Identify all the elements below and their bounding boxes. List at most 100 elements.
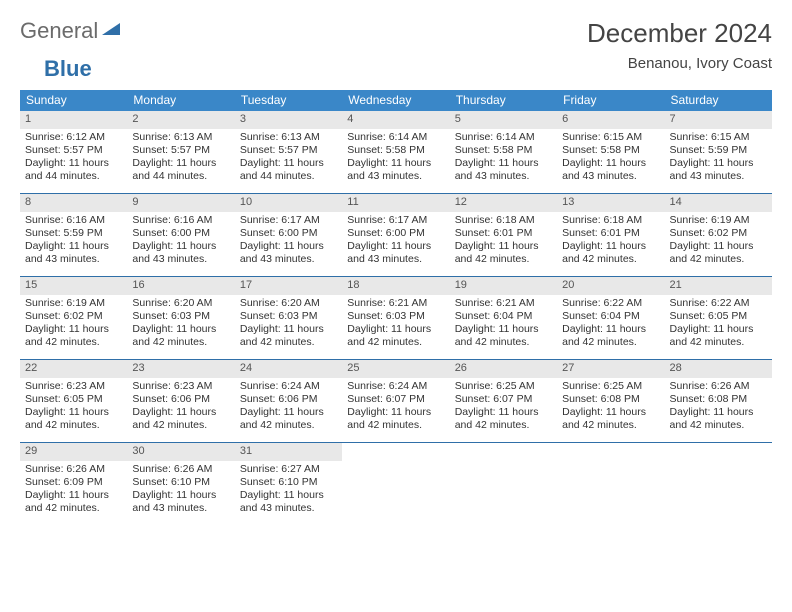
day-cell: 6Sunrise: 6:15 AMSunset: 5:58 PMDaylight…	[557, 111, 664, 193]
sunset-text: Sunset: 6:08 PM	[670, 393, 767, 406]
daylight-text-1: Daylight: 11 hours	[455, 406, 552, 419]
sunrise-text: Sunrise: 6:21 AM	[347, 297, 444, 310]
day-cell: 20Sunrise: 6:22 AMSunset: 6:04 PMDayligh…	[557, 277, 664, 359]
day-body: Sunrise: 6:22 AMSunset: 6:04 PMDaylight:…	[557, 295, 664, 354]
sunset-text: Sunset: 6:02 PM	[25, 310, 122, 323]
day-body: Sunrise: 6:18 AMSunset: 6:01 PMDaylight:…	[450, 212, 557, 271]
day-body: Sunrise: 6:19 AMSunset: 6:02 PMDaylight:…	[20, 295, 127, 354]
daylight-text-1: Daylight: 11 hours	[240, 323, 337, 336]
sunrise-text: Sunrise: 6:23 AM	[132, 380, 229, 393]
daylight-text-1: Daylight: 11 hours	[670, 157, 767, 170]
sunrise-text: Sunrise: 6:21 AM	[455, 297, 552, 310]
sunrise-text: Sunrise: 6:22 AM	[670, 297, 767, 310]
empty-cell	[557, 443, 664, 525]
day-cell: 22Sunrise: 6:23 AMSunset: 6:05 PMDayligh…	[20, 360, 127, 442]
daylight-text-1: Daylight: 11 hours	[562, 157, 659, 170]
day-cell: 7Sunrise: 6:15 AMSunset: 5:59 PMDaylight…	[665, 111, 772, 193]
day-number: 22	[20, 360, 127, 378]
location: Benanou, Ivory Coast	[587, 55, 772, 72]
daylight-text-1: Daylight: 11 hours	[132, 489, 229, 502]
day-body: Sunrise: 6:19 AMSunset: 6:02 PMDaylight:…	[665, 212, 772, 271]
weekday-header: Monday	[127, 90, 234, 111]
day-body: Sunrise: 6:17 AMSunset: 6:00 PMDaylight:…	[342, 212, 449, 271]
daylight-text-2: and 44 minutes.	[25, 170, 122, 183]
daylight-text-2: and 44 minutes.	[132, 170, 229, 183]
daylight-text-2: and 43 minutes.	[670, 170, 767, 183]
daylight-text-1: Daylight: 11 hours	[562, 240, 659, 253]
day-number: 3	[235, 111, 342, 129]
daylight-text-1: Daylight: 11 hours	[240, 157, 337, 170]
daylight-text-2: and 43 minutes.	[455, 170, 552, 183]
weekday-header: Wednesday	[342, 90, 449, 111]
sunset-text: Sunset: 5:58 PM	[455, 144, 552, 157]
sunset-text: Sunset: 5:58 PM	[347, 144, 444, 157]
sunset-text: Sunset: 5:59 PM	[25, 227, 122, 240]
day-number: 30	[127, 443, 234, 461]
day-body: Sunrise: 6:24 AMSunset: 6:06 PMDaylight:…	[235, 378, 342, 437]
day-number: 12	[450, 194, 557, 212]
daylight-text-1: Daylight: 11 hours	[347, 323, 444, 336]
daylight-text-2: and 43 minutes.	[240, 253, 337, 266]
sunset-text: Sunset: 5:59 PM	[670, 144, 767, 157]
sunrise-text: Sunrise: 6:20 AM	[240, 297, 337, 310]
day-cell: 15Sunrise: 6:19 AMSunset: 6:02 PMDayligh…	[20, 277, 127, 359]
day-cell: 5Sunrise: 6:14 AMSunset: 5:58 PMDaylight…	[450, 111, 557, 193]
sunrise-text: Sunrise: 6:19 AM	[670, 214, 767, 227]
week-row: 29Sunrise: 6:26 AMSunset: 6:09 PMDayligh…	[20, 443, 772, 525]
sunset-text: Sunset: 6:01 PM	[562, 227, 659, 240]
sunrise-text: Sunrise: 6:15 AM	[670, 131, 767, 144]
day-body: Sunrise: 6:23 AMSunset: 6:05 PMDaylight:…	[20, 378, 127, 437]
daylight-text-1: Daylight: 11 hours	[132, 240, 229, 253]
daylight-text-2: and 43 minutes.	[240, 502, 337, 515]
day-body: Sunrise: 6:18 AMSunset: 6:01 PMDaylight:…	[557, 212, 664, 271]
sunrise-text: Sunrise: 6:24 AM	[240, 380, 337, 393]
weekday-header: Tuesday	[235, 90, 342, 111]
daylight-text-1: Daylight: 11 hours	[240, 406, 337, 419]
day-body: Sunrise: 6:21 AMSunset: 6:03 PMDaylight:…	[342, 295, 449, 354]
day-body: Sunrise: 6:21 AMSunset: 6:04 PMDaylight:…	[450, 295, 557, 354]
day-cell: 1Sunrise: 6:12 AMSunset: 5:57 PMDaylight…	[20, 111, 127, 193]
sunset-text: Sunset: 5:58 PM	[562, 144, 659, 157]
daylight-text-2: and 44 minutes.	[240, 170, 337, 183]
sunset-text: Sunset: 6:00 PM	[132, 227, 229, 240]
sunrise-text: Sunrise: 6:22 AM	[562, 297, 659, 310]
day-body: Sunrise: 6:22 AMSunset: 6:05 PMDaylight:…	[665, 295, 772, 354]
daylight-text-1: Daylight: 11 hours	[562, 323, 659, 336]
day-number: 24	[235, 360, 342, 378]
logo-text-blue: Blue	[44, 56, 92, 82]
daylight-text-2: and 42 minutes.	[562, 336, 659, 349]
sunrise-text: Sunrise: 6:12 AM	[25, 131, 122, 144]
day-number: 23	[127, 360, 234, 378]
sunrise-text: Sunrise: 6:13 AM	[240, 131, 337, 144]
sunrise-text: Sunrise: 6:25 AM	[562, 380, 659, 393]
day-body: Sunrise: 6:23 AMSunset: 6:06 PMDaylight:…	[127, 378, 234, 437]
daylight-text-2: and 42 minutes.	[25, 336, 122, 349]
weekday-header: Friday	[557, 90, 664, 111]
day-cell: 17Sunrise: 6:20 AMSunset: 6:03 PMDayligh…	[235, 277, 342, 359]
logo: General	[20, 18, 122, 44]
day-number: 8	[20, 194, 127, 212]
day-cell: 16Sunrise: 6:20 AMSunset: 6:03 PMDayligh…	[127, 277, 234, 359]
sunset-text: Sunset: 6:03 PM	[132, 310, 229, 323]
week-row: 8Sunrise: 6:16 AMSunset: 5:59 PMDaylight…	[20, 194, 772, 277]
daylight-text-1: Daylight: 11 hours	[132, 406, 229, 419]
day-number: 26	[450, 360, 557, 378]
daylight-text-2: and 42 minutes.	[455, 253, 552, 266]
day-cell: 12Sunrise: 6:18 AMSunset: 6:01 PMDayligh…	[450, 194, 557, 276]
daylight-text-2: and 42 minutes.	[562, 419, 659, 432]
day-body: Sunrise: 6:24 AMSunset: 6:07 PMDaylight:…	[342, 378, 449, 437]
daylight-text-1: Daylight: 11 hours	[25, 489, 122, 502]
day-cell: 11Sunrise: 6:17 AMSunset: 6:00 PMDayligh…	[342, 194, 449, 276]
day-number: 17	[235, 277, 342, 295]
day-body: Sunrise: 6:17 AMSunset: 6:00 PMDaylight:…	[235, 212, 342, 271]
day-number: 20	[557, 277, 664, 295]
day-cell: 8Sunrise: 6:16 AMSunset: 5:59 PMDaylight…	[20, 194, 127, 276]
sunset-text: Sunset: 6:00 PM	[347, 227, 444, 240]
day-number: 16	[127, 277, 234, 295]
day-body: Sunrise: 6:20 AMSunset: 6:03 PMDaylight:…	[235, 295, 342, 354]
sunset-text: Sunset: 5:57 PM	[132, 144, 229, 157]
day-body: Sunrise: 6:26 AMSunset: 6:08 PMDaylight:…	[665, 378, 772, 437]
daylight-text-1: Daylight: 11 hours	[670, 323, 767, 336]
day-number: 10	[235, 194, 342, 212]
sunrise-text: Sunrise: 6:18 AM	[455, 214, 552, 227]
